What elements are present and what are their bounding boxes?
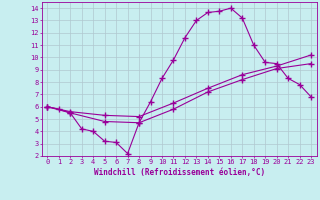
X-axis label: Windchill (Refroidissement éolien,°C): Windchill (Refroidissement éolien,°C) <box>94 168 265 177</box>
